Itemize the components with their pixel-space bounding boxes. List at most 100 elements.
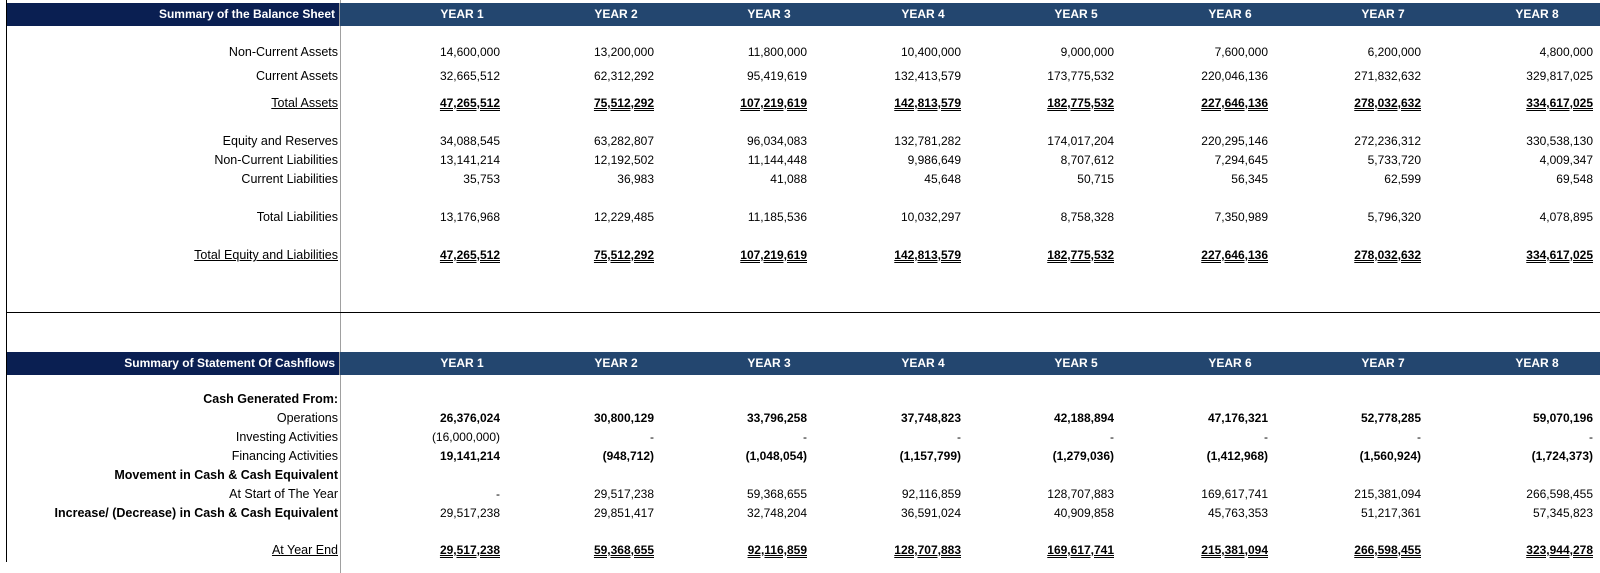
row-label[interactable]: Financing Activities	[231, 449, 338, 463]
balance-sheet-title[interactable]: Summary of the Balance Sheet	[7, 3, 340, 26]
value-cell[interactable]: 142,813,579	[894, 248, 961, 262]
value-cell[interactable]: 47,265,512	[439, 248, 500, 262]
row-label[interactable]: Total Liabilities	[256, 210, 338, 224]
value-cell[interactable]: 182,775,532	[1047, 96, 1114, 110]
value-cell[interactable]: 334,617,025	[1526, 96, 1593, 110]
value-cell[interactable]: 128,707,883	[894, 543, 961, 557]
value-cell[interactable]: 323,944,278	[1526, 543, 1593, 557]
value-cell[interactable]: 12,192,502	[593, 153, 654, 167]
value-cell[interactable]: 215,381,094	[1354, 487, 1421, 501]
value-cell[interactable]: 62,599	[1384, 172, 1421, 186]
value-cell[interactable]: 107,219,619	[740, 96, 807, 110]
value-cell[interactable]: 169,617,741	[1201, 487, 1268, 501]
value-cell[interactable]: 12,229,485	[593, 210, 654, 224]
value-cell[interactable]: 59,368,655	[746, 487, 807, 501]
value-cell[interactable]: -	[803, 430, 807, 444]
value-cell[interactable]: 92,116,859	[747, 543, 807, 557]
value-cell[interactable]: 142,813,579	[894, 96, 961, 110]
value-cell[interactable]: 63,282,807	[593, 134, 654, 148]
value-cell[interactable]: 174,017,204	[1047, 134, 1114, 148]
value-cell[interactable]: 227,646,136	[1201, 248, 1268, 262]
value-cell[interactable]: 32,748,204	[746, 506, 807, 520]
cashflows-title[interactable]: Summary of Statement Of Cashflows	[7, 352, 340, 375]
value-cell[interactable]: 62,312,292	[593, 69, 654, 83]
value-cell[interactable]: 33,796,258	[746, 411, 807, 425]
value-cell[interactable]: 215,381,094	[1201, 543, 1268, 557]
row-label[interactable]: At Year End	[271, 543, 338, 557]
value-cell[interactable]: 29,517,238	[439, 543, 500, 557]
row-label[interactable]: Current Liabilities	[241, 172, 338, 186]
year-header[interactable]: YEAR 6	[1208, 356, 1252, 370]
value-cell[interactable]: 220,295,146	[1201, 134, 1268, 148]
value-cell[interactable]: 227,646,136	[1201, 96, 1268, 110]
value-cell[interactable]: 30,800,129	[593, 411, 654, 425]
value-cell[interactable]: 272,236,312	[1354, 134, 1421, 148]
value-cell[interactable]: 6,200,000	[1367, 45, 1421, 59]
value-cell[interactable]: 75,512,292	[593, 96, 654, 110]
row-label[interactable]: At Start of The Year	[229, 487, 338, 501]
value-cell[interactable]: 7,600,000	[1214, 45, 1268, 59]
value-cell[interactable]: 69,548	[1556, 172, 1593, 186]
value-cell[interactable]: 8,707,612	[1060, 153, 1114, 167]
value-cell[interactable]: 4,800,000	[1539, 45, 1593, 59]
year-header[interactable]: YEAR 8	[1515, 356, 1559, 370]
value-cell[interactable]: -	[650, 430, 654, 444]
value-cell[interactable]: 40,909,858	[1053, 506, 1114, 520]
value-cell[interactable]: 29,517,238	[593, 487, 654, 501]
value-cell[interactable]: 11,185,536	[747, 210, 807, 224]
value-cell[interactable]: 5,796,320	[1367, 210, 1421, 224]
value-cell[interactable]: -	[1264, 430, 1268, 444]
value-cell[interactable]: 96,034,083	[746, 134, 807, 148]
value-cell[interactable]: 10,032,297	[900, 210, 961, 224]
year-header[interactable]: YEAR 2	[594, 356, 638, 370]
value-cell[interactable]: 42,188,894	[1053, 411, 1114, 425]
value-cell[interactable]: 8,758,328	[1060, 210, 1114, 224]
value-cell[interactable]: 95,419,619	[746, 69, 807, 83]
value-cell[interactable]: 47,265,512	[439, 96, 500, 110]
value-cell[interactable]: 266,598,455	[1354, 543, 1421, 557]
value-cell[interactable]: -	[1589, 430, 1593, 444]
value-cell[interactable]: -	[1417, 430, 1421, 444]
row-label[interactable]: Investing Activities	[235, 430, 338, 444]
value-cell[interactable]: 36,983	[617, 172, 654, 186]
value-cell[interactable]: 11,800,000	[747, 45, 807, 59]
value-cell[interactable]: (1,157,799)	[899, 449, 961, 463]
row-label[interactable]: Increase/ (Decrease) in Cash & Cash Equi…	[54, 506, 338, 520]
value-cell[interactable]: 57,345,823	[1532, 506, 1593, 520]
value-cell[interactable]: 266,598,455	[1526, 487, 1593, 501]
row-label[interactable]: Equity and Reserves	[222, 134, 338, 148]
value-cell[interactable]: 52,778,285	[1360, 411, 1421, 425]
value-cell[interactable]: 45,648	[924, 172, 961, 186]
value-cell[interactable]: 7,350,989	[1214, 210, 1268, 224]
value-cell[interactable]: 75,512,292	[593, 248, 654, 262]
value-cell[interactable]: -	[1110, 430, 1114, 444]
value-cell[interactable]: 14,600,000	[439, 45, 500, 59]
value-cell[interactable]: 19,141,214	[439, 449, 500, 463]
row-label[interactable]: Current Assets	[256, 69, 338, 83]
row-label[interactable]: Non-Current Liabilities	[214, 153, 338, 167]
value-cell[interactable]: 182,775,532	[1047, 248, 1114, 262]
row-label[interactable]: Total Assets	[271, 96, 338, 110]
value-cell[interactable]: 13,200,000	[593, 45, 654, 59]
year-header[interactable]: YEAR 7	[1361, 7, 1405, 21]
value-cell[interactable]: 10,400,000	[900, 45, 961, 59]
value-cell[interactable]: 29,517,238	[439, 506, 500, 520]
value-cell[interactable]: 132,413,579	[894, 69, 961, 83]
value-cell[interactable]: 329,817,025	[1526, 69, 1593, 83]
value-cell[interactable]: (16,000,000)	[431, 430, 500, 444]
value-cell[interactable]: 11,144,448	[747, 153, 807, 167]
year-header[interactable]: YEAR 8	[1515, 7, 1559, 21]
value-cell[interactable]: 128,707,883	[1047, 487, 1114, 501]
value-cell[interactable]: 9,000,000	[1060, 45, 1114, 59]
value-cell[interactable]: (1,560,924)	[1359, 449, 1421, 463]
value-cell[interactable]: 334,617,025	[1526, 248, 1593, 262]
value-cell[interactable]: (1,279,036)	[1052, 449, 1114, 463]
year-header[interactable]: YEAR 4	[901, 356, 945, 370]
year-header[interactable]: YEAR 1	[440, 7, 484, 21]
value-cell[interactable]: 4,078,895	[1539, 210, 1593, 224]
value-cell[interactable]: 47,176,321	[1207, 411, 1268, 425]
value-cell[interactable]: 59,070,196	[1532, 411, 1593, 425]
value-cell[interactable]: 220,046,136	[1201, 69, 1268, 83]
value-cell[interactable]: 278,032,632	[1354, 248, 1421, 262]
value-cell[interactable]: (948,712)	[602, 449, 654, 463]
